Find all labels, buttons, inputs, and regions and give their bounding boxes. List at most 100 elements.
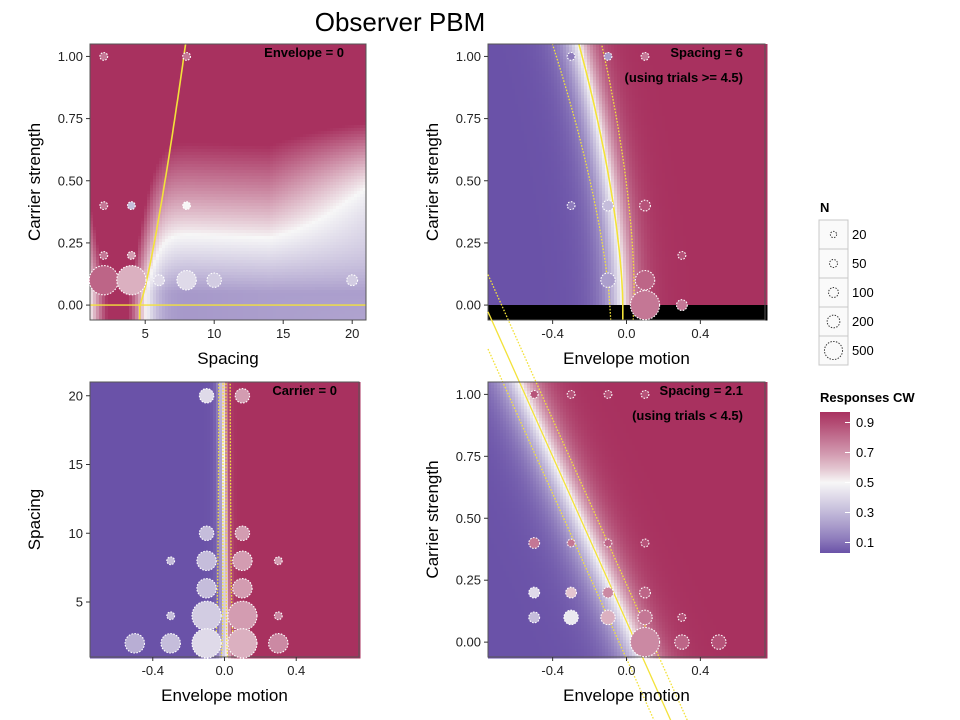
legend-n-key — [819, 307, 848, 336]
data-point — [564, 610, 578, 624]
colorbar-label: 0.5 — [856, 475, 874, 490]
x-tick-label: -0.4 — [142, 663, 164, 678]
legend-n-key — [819, 249, 848, 278]
data-point — [161, 634, 180, 653]
x-axis-label: Envelope motion — [161, 686, 288, 705]
x-tick-label: 0.4 — [691, 663, 709, 678]
y-tick-label: 0.00 — [456, 298, 481, 313]
data-point — [640, 200, 651, 211]
data-point — [274, 612, 282, 620]
data-point — [89, 266, 118, 295]
data-point — [127, 252, 135, 260]
data-point — [183, 53, 191, 61]
panel-annotation: Carrier = 0 — [272, 383, 337, 398]
data-point — [274, 557, 282, 565]
data-point — [197, 551, 216, 570]
y-tick-label: 0.50 — [58, 173, 83, 188]
data-point — [192, 601, 221, 630]
y-tick-label: 10 — [69, 526, 83, 541]
legend-n-label: 100 — [852, 285, 874, 300]
data-point — [183, 202, 191, 210]
y-tick-label: 0.75 — [58, 111, 83, 126]
panel-annotation: Envelope = 0 — [264, 45, 344, 60]
data-point — [567, 53, 575, 61]
panel-annotation: Spacing = 2.1 — [660, 383, 743, 398]
y-tick-label: 15 — [69, 457, 83, 472]
data-point — [228, 629, 257, 658]
data-point — [192, 629, 221, 658]
data-point — [100, 53, 108, 61]
data-point — [167, 612, 175, 620]
legend-n-title: N — [820, 200, 829, 215]
data-point — [529, 538, 540, 549]
data-point — [567, 539, 575, 547]
data-point — [567, 391, 575, 399]
y-tick-label: 5 — [76, 595, 83, 610]
x-tick-label: 0.0 — [215, 663, 233, 678]
data-point — [529, 587, 540, 598]
data-point — [154, 275, 165, 286]
y-tick-label: 0.50 — [456, 173, 481, 188]
panel-annotation: (using trials >= 4.5) — [625, 70, 744, 85]
x-tick-label: 20 — [345, 326, 359, 341]
data-point — [603, 200, 614, 211]
data-point — [630, 291, 659, 320]
data-point — [712, 635, 726, 649]
data-point — [630, 628, 659, 657]
y-tick-label: 1.00 — [456, 387, 481, 402]
y-axis-label: Carrier strength — [423, 460, 442, 578]
data-point — [529, 612, 540, 623]
y-axis-label: Carrier strength — [25, 123, 44, 241]
data-point — [228, 601, 257, 630]
y-tick-label: 0.75 — [456, 111, 481, 126]
data-point — [125, 634, 144, 653]
data-point — [678, 252, 686, 260]
y-tick-label: 0.25 — [456, 235, 481, 250]
heatmap-background — [90, 382, 360, 658]
panel-annotation: (using trials < 4.5) — [632, 408, 743, 423]
y-tick-label: 0.25 — [456, 573, 481, 588]
panel-annotation: Spacing = 6 — [670, 45, 743, 60]
data-point — [167, 557, 175, 565]
data-point — [566, 587, 577, 598]
panel-4: -0.4 0.0 0.4 0.00 0.25 0.50 0.75 1.00 Envelope m… — [423, 275, 767, 720]
data-point — [567, 202, 575, 210]
x-tick-label: 0.0 — [617, 326, 635, 341]
data-point — [641, 53, 649, 61]
y-tick-label: 0.25 — [58, 235, 83, 250]
colorbar-label: 0.9 — [856, 415, 874, 430]
legend-n-key — [819, 220, 848, 249]
x-axis-label: Envelope motion — [563, 349, 690, 368]
data-point — [678, 614, 686, 622]
x-tick-label: 0.4 — [287, 663, 305, 678]
y-tick-label: 0.50 — [456, 511, 481, 526]
data-point — [530, 391, 538, 399]
data-point — [233, 551, 252, 570]
x-tick-label: -0.4 — [541, 663, 563, 678]
data-point — [604, 53, 612, 61]
data-point — [640, 587, 651, 598]
figure-title: Observer PBM — [315, 7, 486, 37]
y-tick-label: 0.75 — [456, 449, 481, 464]
data-point — [207, 273, 221, 287]
data-point — [127, 202, 135, 210]
x-axis-label: Envelope motion — [563, 686, 690, 705]
panel-1: 5 10 15 200.000.250.500.751.00SpacingCarrie… — [25, 44, 366, 368]
x-tick-label: 5 — [142, 326, 149, 341]
y-tick-label: 1.00 — [456, 49, 481, 64]
x-axis-label: Spacing — [197, 349, 258, 368]
legend-n-key — [819, 336, 848, 365]
x-tick-label: 15 — [276, 326, 290, 341]
y-tick-label: 1.00 — [58, 49, 83, 64]
legend-responses: Responses CW0.90.70.50.30.1 — [820, 390, 915, 553]
x-tick-label: -0.4 — [541, 326, 563, 341]
colorbar-label: 0.3 — [856, 505, 874, 520]
data-point — [233, 579, 252, 598]
data-point — [601, 273, 615, 287]
y-tick-label: 20 — [69, 388, 83, 403]
data-point — [641, 391, 649, 399]
data-point — [269, 634, 288, 653]
